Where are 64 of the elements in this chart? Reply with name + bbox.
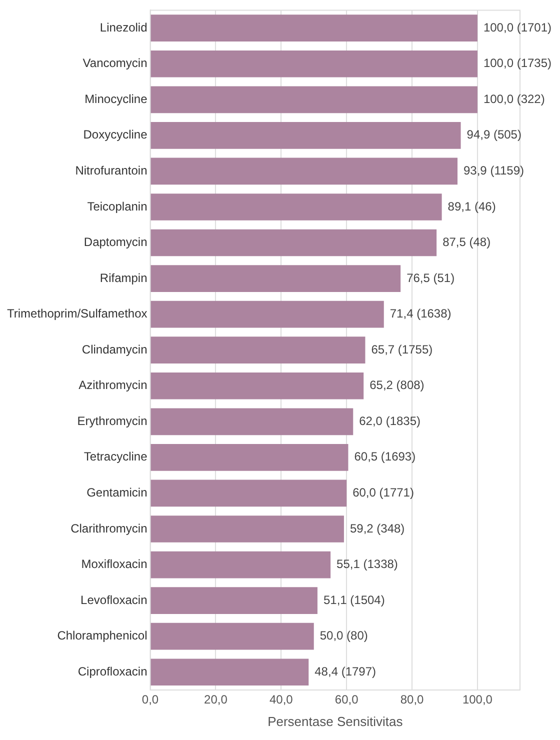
bar <box>150 86 478 114</box>
data-label: 76,5 (51) <box>406 270 455 285</box>
data-label: 60,0 (1771) <box>352 486 414 500</box>
bar <box>150 444 348 471</box>
data-label: 65,2 (808) <box>370 378 424 392</box>
x-axis-title: Persentase Sensitivitas <box>268 714 404 729</box>
data-label: 93,9 (1159) <box>464 164 524 178</box>
bar <box>150 122 461 149</box>
data-label: 100,0 (322) <box>483 92 545 106</box>
data-label: 100,0 (1735) <box>483 56 552 70</box>
bar <box>150 480 347 507</box>
bar <box>150 265 401 292</box>
x-tick-label: 100,0 <box>462 692 493 707</box>
y-tick-label: Tetracycline <box>84 450 148 464</box>
y-tick-label: Rifampin <box>100 270 148 285</box>
bar <box>150 658 309 686</box>
x-tick-label: 40,0 <box>269 692 294 707</box>
y-tick-label: Vancomycin <box>82 56 148 70</box>
data-label: 100,0 (1701) <box>483 20 552 34</box>
y-tick-label: Ciprofloxacin <box>78 664 148 678</box>
bar <box>150 158 458 185</box>
y-tick-label: Clarithromycin <box>70 521 148 536</box>
y-tick-label: Levofloxacin <box>80 592 148 607</box>
x-tick-label: 20,0 <box>204 692 228 707</box>
y-tick-label: Doxycycline <box>83 128 148 142</box>
data-label: 55,1 (1338) <box>336 557 398 572</box>
data-label: 51,1 (1504) <box>323 592 385 607</box>
y-tick-label: Clindamycin <box>82 342 148 356</box>
y-tick-label: Chloramphenicol <box>57 628 148 643</box>
y-tick-label: Gentamicin <box>86 486 148 500</box>
bar <box>150 14 478 42</box>
data-label: 62,0 (1835) <box>359 414 421 428</box>
bar <box>150 408 354 436</box>
y-tick-label: Nitrofurantoin <box>75 164 148 178</box>
x-tick-label: 60,0 <box>334 692 359 707</box>
y-tick-label: Linezolid <box>100 20 148 34</box>
x-tick-label: 0,0 <box>142 692 159 707</box>
data-label: 87,5 (48) <box>442 235 491 250</box>
data-label: 48,4 (1797) <box>314 664 376 678</box>
data-label: 60,5 (1693) <box>354 450 416 464</box>
bar <box>150 336 366 364</box>
data-label: 89,1 (46) <box>448 199 496 214</box>
y-tick-label: Teicoplanin <box>87 199 148 214</box>
y-tick-label: Erythromycin <box>77 414 148 428</box>
bar <box>150 622 314 650</box>
bar <box>150 229 437 256</box>
bar <box>150 194 442 220</box>
data-label: 71,4 (1638) <box>390 306 452 321</box>
data-label: 50,0 (80) <box>320 628 368 643</box>
bar <box>150 516 344 542</box>
y-tick-label: Minocycline <box>84 92 148 106</box>
y-tick-label: Trimethoprim/Sulfamethox <box>6 306 148 321</box>
y-tick-label: Daptomycin <box>84 235 148 250</box>
y-tick-label: Azithromycin <box>78 378 148 392</box>
data-label: 59,2 (348) <box>350 521 405 536</box>
bar <box>150 372 364 400</box>
bar <box>150 587 318 614</box>
data-label: 65,7 (1755) <box>371 342 433 356</box>
y-tick-label: Moxifloxacin <box>81 557 148 572</box>
bar <box>150 50 478 78</box>
bar <box>150 551 331 578</box>
x-tick-label: 80,0 <box>400 692 424 707</box>
bar <box>150 300 384 328</box>
data-label: 94,9 (505) <box>466 128 522 142</box>
